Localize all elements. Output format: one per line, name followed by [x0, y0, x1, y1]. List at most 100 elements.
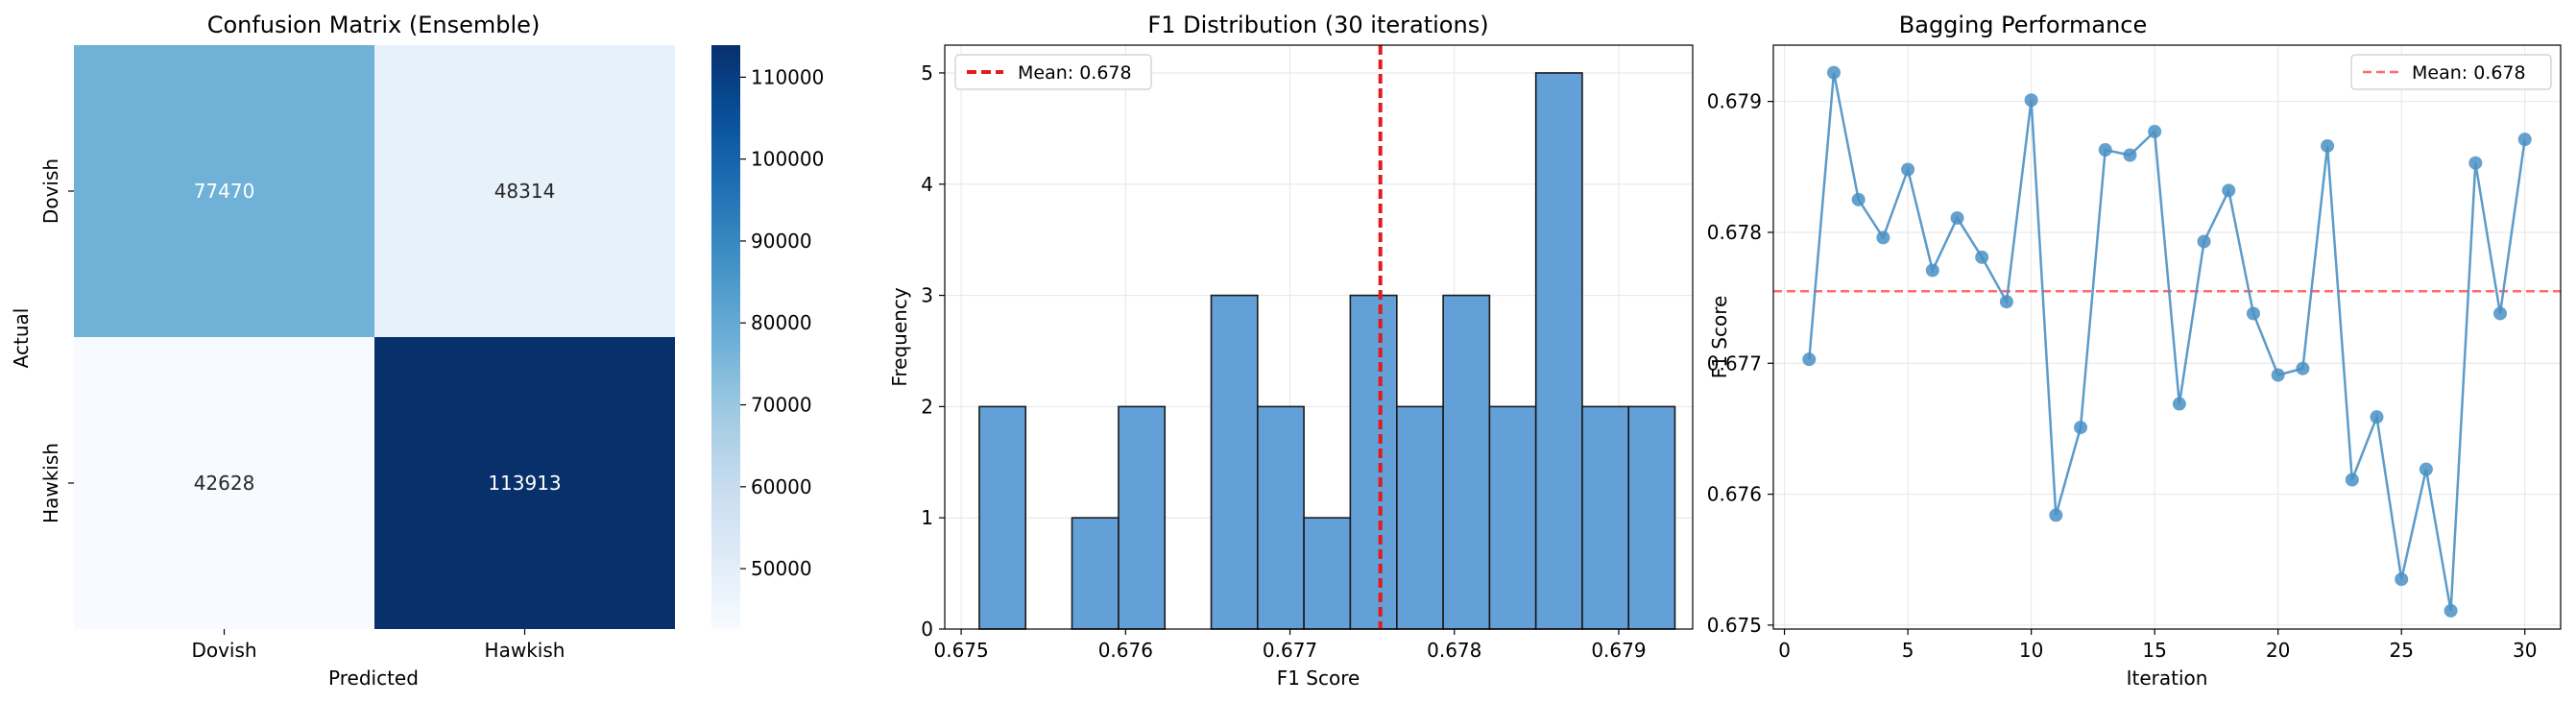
line-point — [1851, 192, 1866, 206]
line-point — [1925, 263, 1939, 278]
line-point — [1876, 230, 1890, 245]
line-point — [2222, 183, 2236, 198]
histogram-bar — [1488, 405, 1537, 630]
heatmap-title: Confusion Matrix (Ensemble) — [207, 12, 541, 38]
histogram-ylabel: Frequency — [888, 287, 911, 386]
histogram-ytick-label: 0 — [921, 618, 933, 641]
line-xtick-label: 0 — [1778, 639, 1791, 662]
histogram-ytick-label: 2 — [921, 395, 933, 418]
histogram-legend-box — [954, 54, 1152, 90]
histogram-bar — [1442, 294, 1491, 630]
colorbar: 50000 60000 70000 80000 90000 100000 110000 — [711, 45, 824, 629]
histogram-xtick-label: 0.678 — [1427, 639, 1481, 662]
line-point — [1802, 352, 1817, 367]
histogram-bar — [1534, 72, 1583, 630]
line-point — [2024, 93, 2038, 108]
line-point — [1950, 210, 1964, 225]
heatmap-cell-value: 42628 — [194, 472, 255, 495]
colorbar-tick-label: 50000 — [751, 557, 812, 580]
histogram-xtick-label: 0.679 — [1591, 639, 1646, 662]
line-xtick-label: 15 — [2142, 639, 2166, 662]
line-point — [2419, 462, 2433, 476]
histogram-bar — [1210, 294, 1259, 630]
line-point — [2049, 508, 2063, 522]
line-point — [2074, 421, 2088, 435]
heatmap-xtick-label: Dovish — [191, 639, 256, 662]
histogram-bar — [1396, 405, 1444, 630]
heatmap-cell-value: 77470 — [194, 180, 255, 203]
line-legend: Mean: 0.678 — [2350, 54, 2552, 90]
line-point — [1901, 162, 1915, 177]
heatmap-ylabel: Actual — [10, 308, 33, 369]
line-point — [2197, 234, 2211, 249]
colorbar-tick-label: 110000 — [751, 65, 824, 88]
colorbar-tick-label: 70000 — [751, 394, 812, 417]
line-point — [2148, 124, 2162, 138]
line-point — [2493, 306, 2508, 321]
histogram-bar — [1581, 405, 1630, 630]
histogram-ytick-label: 5 — [921, 61, 933, 85]
line-point — [2345, 473, 2359, 487]
line-xtick-label: 30 — [2513, 639, 2537, 662]
line-point — [1999, 295, 2013, 309]
histogram-panel: F1 Distribution (30 iterations) 0.675 0.6… — [888, 12, 1694, 690]
histogram-legend-label: Mean: 0.678 — [1018, 62, 1132, 84]
histogram-bar — [1118, 405, 1167, 630]
heatmap-cell-value: 113913 — [488, 472, 561, 495]
line-ytick-label: 0.677 — [1707, 352, 1762, 375]
line-legend-box — [2350, 54, 2552, 90]
heatmap-ytick-label: Hawkish — [39, 443, 62, 523]
colorbar-tick-label: 90000 — [751, 230, 812, 253]
heatmap-xlabel: Predicted — [328, 667, 419, 690]
line-ytick-label: 0.675 — [1707, 614, 1762, 637]
histogram-bar — [1349, 294, 1398, 630]
line-xtick-label: 5 — [1902, 639, 1914, 662]
histogram-bar — [1627, 405, 1676, 630]
line-series-path — [1808, 72, 2526, 612]
histogram-xtick-label: 0.676 — [1098, 639, 1153, 662]
line-point — [2370, 410, 2384, 424]
line-point — [2098, 143, 2112, 158]
histogram-bar — [1303, 517, 1352, 630]
line-xlabel: Iteration — [2127, 667, 2208, 690]
line-xtick-label: 10 — [2019, 639, 2043, 662]
line-point — [2468, 156, 2483, 170]
colorbar-tick-label: 80000 — [751, 311, 812, 334]
line-xtick-label: 20 — [2266, 639, 2290, 662]
histogram-ytick-label: 4 — [921, 173, 933, 196]
histogram-frame — [944, 44, 1694, 630]
colorbar-bar — [711, 45, 740, 629]
line-point — [2517, 133, 2532, 147]
heatmap-cell — [374, 45, 675, 337]
colorbar-tick-label: 100000 — [751, 148, 824, 171]
line-point — [2271, 368, 2285, 382]
histogram-legend: Mean: 0.678 — [954, 54, 1152, 90]
line-point — [1826, 65, 1841, 80]
line-point — [1975, 250, 1989, 264]
histogram-xtick-label: 0.675 — [933, 639, 988, 662]
heatmap-ytick-label: Dovish — [39, 158, 62, 224]
line-point — [2444, 603, 2458, 618]
line-title: Bagging Performance — [1899, 12, 2147, 38]
histogram-xtick-label: 0.677 — [1263, 639, 1317, 662]
histogram-bar — [1071, 517, 1119, 630]
line-ytick-label: 0.679 — [1707, 90, 1762, 113]
histogram-ytick-label: 3 — [921, 284, 933, 307]
line-legend-label: Mean: 0.678 — [2412, 62, 2526, 84]
line-ytick-label: 0.678 — [1707, 221, 1762, 244]
histogram-bar — [978, 405, 1027, 630]
line-ylabel: F1 Score — [1708, 296, 1731, 379]
colorbar-tick-label: 60000 — [751, 475, 812, 498]
line-point — [2123, 148, 2137, 162]
histogram-title: F1 Distribution (30 iterations) — [1147, 12, 1488, 38]
line-point — [2172, 397, 2186, 411]
line-point — [2395, 572, 2409, 587]
heatmap-xtick-label: Hawkish — [485, 639, 566, 662]
heatmap-cell-value: 48314 — [494, 180, 556, 203]
line-ytick-label: 0.676 — [1707, 483, 1762, 506]
heatmap-cell — [74, 337, 374, 629]
heatmap-cell — [374, 337, 675, 629]
line-frame — [1772, 44, 2562, 630]
line-panel: Bagging Performance 0 5 10 15 20 25 30 0.675 0.6… — [1707, 12, 2562, 690]
